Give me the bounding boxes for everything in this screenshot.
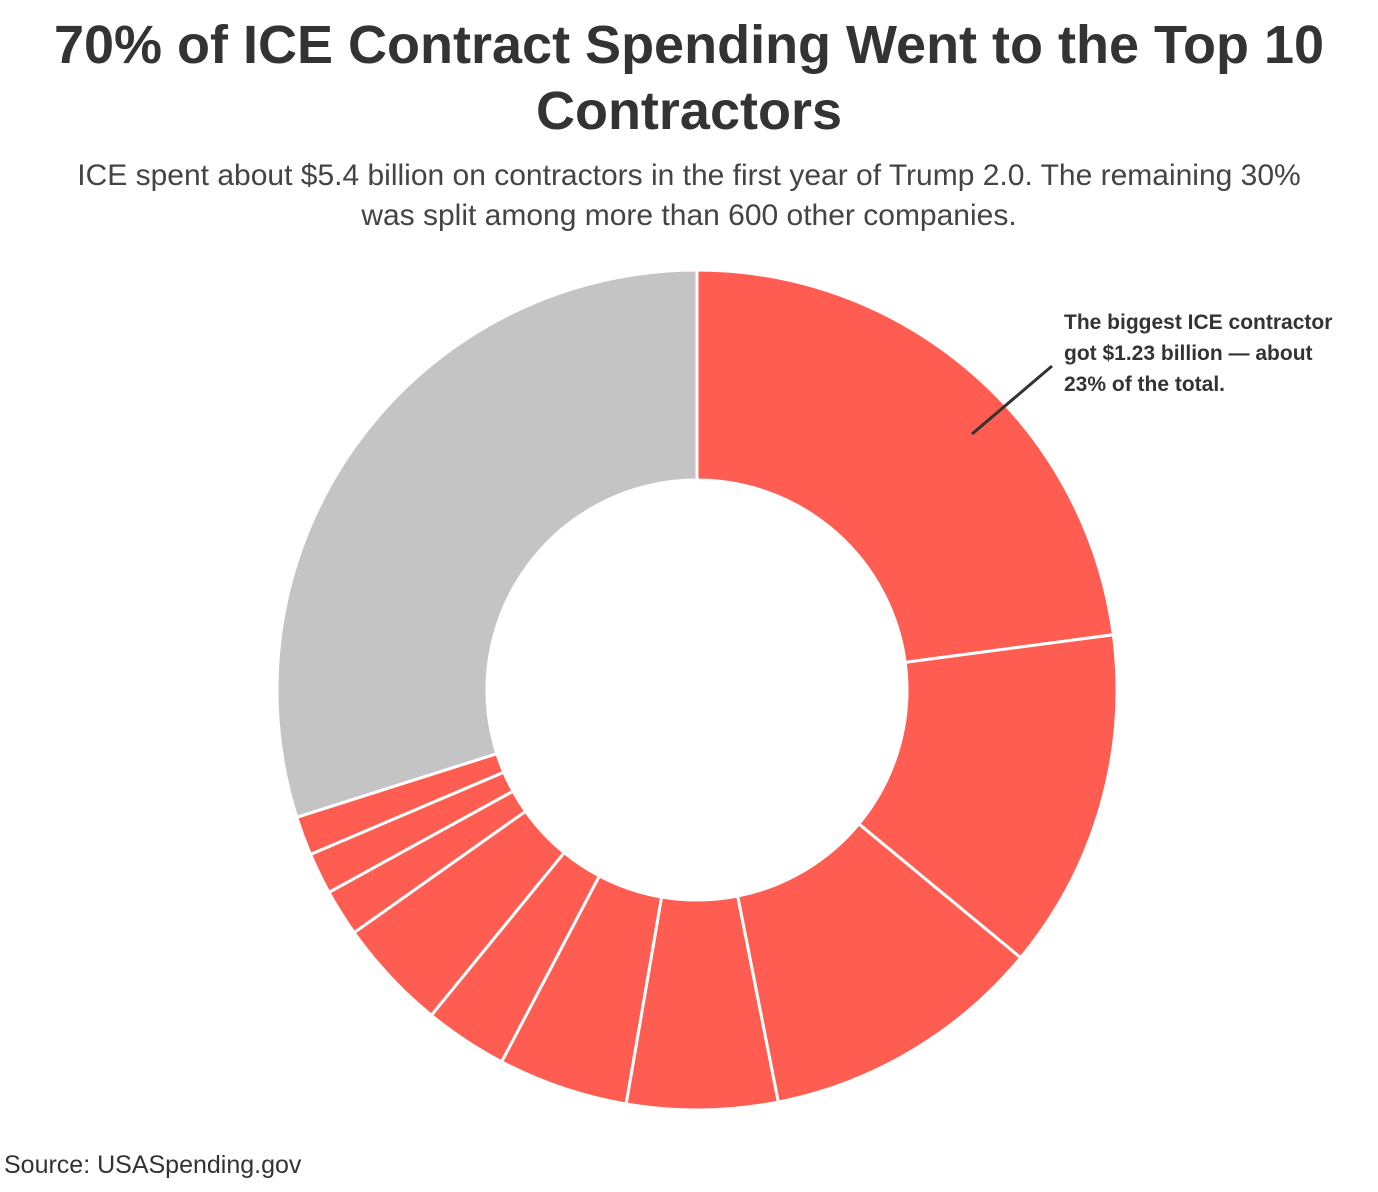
donut-slices: Contractor 1: 22.9%Contractor 2: 13.1%Co… bbox=[275, 268, 1119, 1112]
slice-other-companies: All other companies: 29.9% bbox=[275, 268, 699, 820]
chart-subtitle: ICE spent about $5.4 billion on contract… bbox=[77, 159, 1301, 232]
annotation-leader-line bbox=[971, 364, 1053, 436]
chart-title: 70% of ICE Contract Spending Went to the… bbox=[53, 15, 1325, 141]
biggest-contractor-annotation: The biggest ICE contractor got $1.23 bil… bbox=[1064, 311, 1333, 396]
donut-chart-svg: Contractor 1: 22.9%Contractor 2: 13.1%Co… bbox=[275, 268, 1119, 1112]
source-note: Source: USASpending.gov bbox=[4, 1151, 302, 1179]
slice-contractor-1: Contractor 1: 22.9% bbox=[695, 268, 1116, 665]
slice-contractor-3: Contractor 3: 10.9% bbox=[735, 821, 1023, 1104]
donut-chart: Contractor 1: 22.9%Contractor 2: 13.1%Co… bbox=[0, 250, 1378, 1140]
